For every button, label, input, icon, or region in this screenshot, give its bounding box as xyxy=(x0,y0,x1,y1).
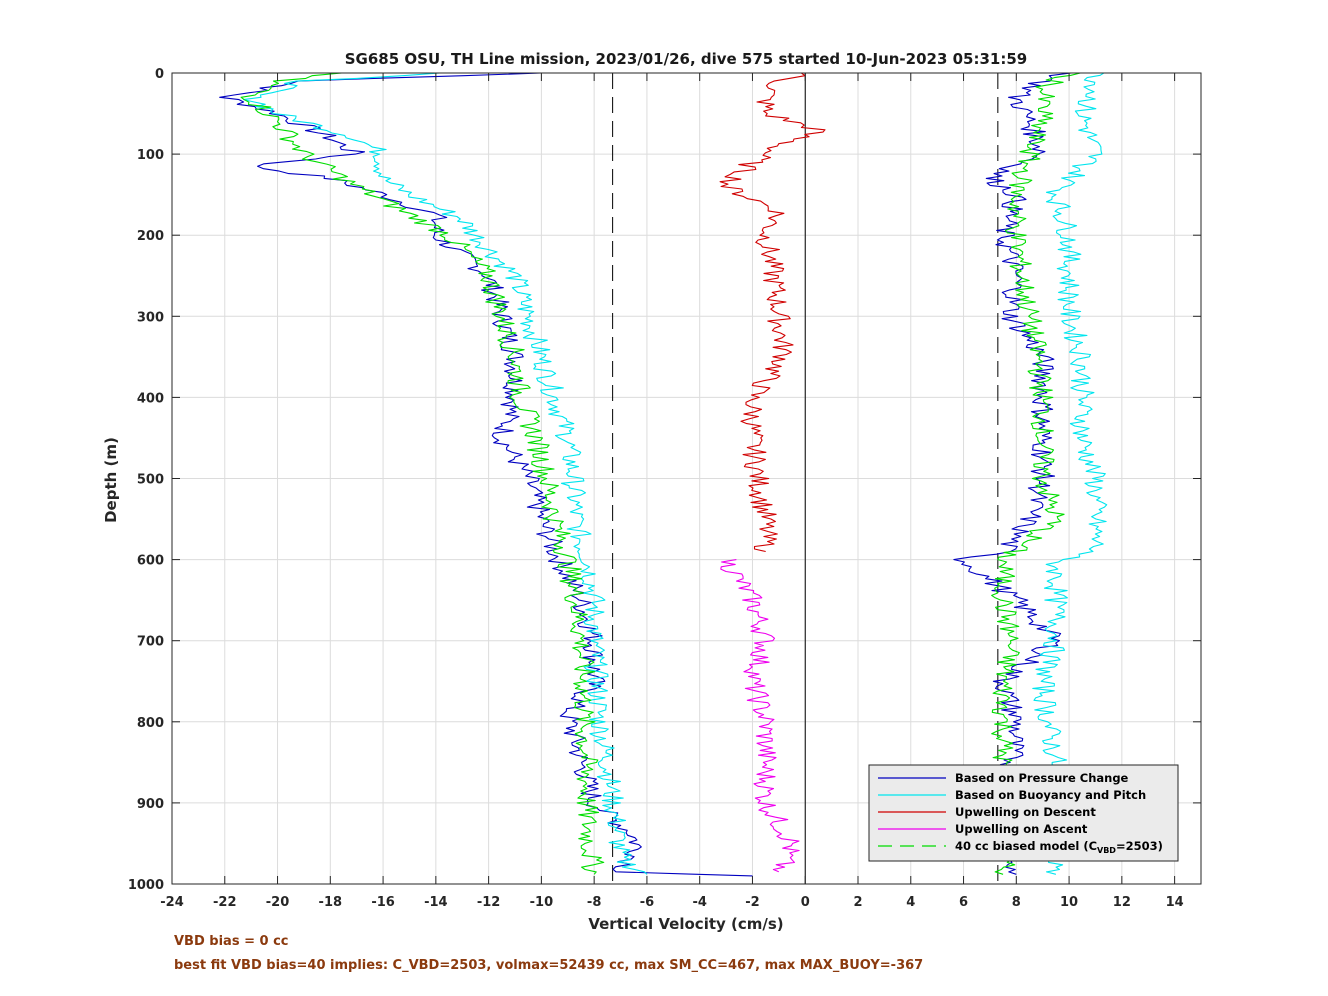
x-tick-label: 12 xyxy=(1113,895,1131,910)
legend: Based on Pressure Change Based on Buoyanc… xyxy=(868,764,1179,862)
series-line xyxy=(953,72,1072,875)
y-tick-label: 600 xyxy=(137,554,164,569)
x-axis-label: Vertical Velocity (cm/s) xyxy=(588,915,783,933)
y-tick-label: 400 xyxy=(137,391,164,406)
y-tick-label: 300 xyxy=(137,310,164,325)
axis-ticks: -24 -22 -20 -18 -16 -14 -12 -10 -8 -6 -4 -2 0 2 4 6 8 10 1… xyxy=(128,67,1201,910)
x-tick-label: -2 xyxy=(745,895,759,910)
x-tick-label: 0 xyxy=(801,895,810,910)
vbd-bias-note: VBD bias = 0 cc xyxy=(174,934,289,949)
y-tick-label: 0 xyxy=(155,67,164,82)
x-tick-label: -16 xyxy=(371,895,395,910)
y-tick-label: 900 xyxy=(137,797,164,812)
x-tick-label: -4 xyxy=(692,895,706,910)
legend-label: Upwelling on Descent xyxy=(955,805,1096,819)
y-axis-label: Depth (m) xyxy=(102,437,120,523)
legend-label: Based on Pressure Change xyxy=(955,771,1129,785)
series-line xyxy=(240,72,605,875)
series-line xyxy=(1032,72,1108,875)
legend-box xyxy=(868,764,1179,862)
legend-label: Upwelling on Ascent xyxy=(955,822,1088,836)
x-tick-label: -24 xyxy=(160,895,184,910)
series-lines xyxy=(219,72,1108,877)
x-tick-label: -12 xyxy=(477,895,501,910)
x-tick-label: 8 xyxy=(1012,895,1021,910)
y-tick-label: 100 xyxy=(137,148,164,163)
series-line xyxy=(720,559,800,873)
series-line xyxy=(219,72,753,877)
x-tick-label: -6 xyxy=(640,895,654,910)
x-tick-label: -10 xyxy=(530,895,554,910)
x-tick-label: 6 xyxy=(959,895,968,910)
chart-title: SG685 OSU, TH Line mission, 2023/01/26, … xyxy=(345,50,1028,68)
y-tick-label: 200 xyxy=(137,229,164,244)
x-tick-label: 10 xyxy=(1060,895,1078,910)
y-tick-label: 1000 xyxy=(128,878,164,893)
x-tick-label: 4 xyxy=(906,895,915,910)
x-tick-label: -14 xyxy=(424,895,448,910)
best-fit-note: best fit VBD bias=40 implies: C_VBD=2503… xyxy=(174,958,924,973)
x-tick-label: 2 xyxy=(853,895,862,910)
y-tick-label: 700 xyxy=(137,635,164,650)
legend-entries: Based on Pressure Change Based on Buoyanc… xyxy=(878,771,1163,855)
x-tick-label: -22 xyxy=(213,895,237,910)
series-line xyxy=(991,72,1081,875)
y-tick-label: 500 xyxy=(137,473,164,488)
x-tick-label: 14 xyxy=(1166,895,1184,910)
x-tick-label: -18 xyxy=(319,895,343,910)
y-tick-label: 800 xyxy=(137,716,164,731)
legend-label: 40 cc biased model (CVBD=2503) xyxy=(955,839,1163,855)
series-line xyxy=(242,72,648,875)
grid-lines xyxy=(171,72,1201,885)
x-tick-label: -8 xyxy=(587,895,601,910)
series-line xyxy=(719,72,826,553)
legend-label: Based on Buoyancy and Pitch xyxy=(955,788,1146,802)
x-tick-label: -20 xyxy=(266,895,290,910)
